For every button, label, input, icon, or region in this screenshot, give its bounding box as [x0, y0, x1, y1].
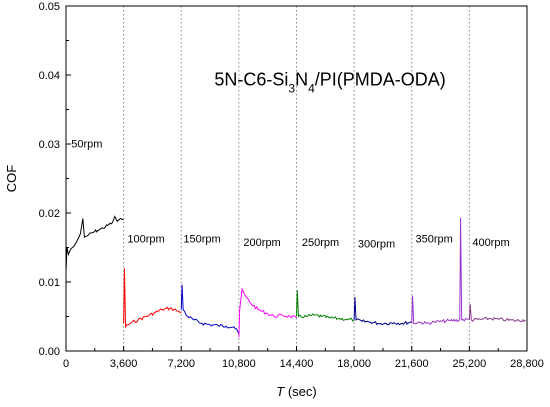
speed-dividers	[123, 6, 470, 351]
speed-label: 150rpm	[183, 234, 220, 246]
chart-title: 5N-C6-Si3N4/PI(PMDA-ODA)	[214, 69, 445, 95]
y-axis-title: COF	[4, 165, 19, 193]
x-tick-label: 18,000	[337, 358, 371, 370]
series-line-4	[296, 290, 355, 322]
speed-labels: 50rpm 100rpm 150rpm 200rpm 250rpm 300rpm 350rp…	[71, 138, 509, 250]
series-line-1	[123, 268, 182, 329]
x-tick-label: 3,600	[110, 358, 138, 370]
x-tick-label: 28,800	[510, 358, 544, 370]
speed-label: 300rpm	[358, 239, 395, 251]
series-line-2	[180, 284, 240, 334]
y-tick-label: 0.05	[39, 1, 60, 13]
x-tick-label: 7,200	[167, 358, 195, 370]
speed-label: 400rpm	[472, 237, 509, 249]
series-line-5	[353, 297, 412, 326]
y-axis-ticks: 0.00 0.01 0.02 0.03 0.04 0.05	[39, 1, 71, 358]
series-layer	[65, 215, 526, 338]
speed-label: 200rpm	[243, 237, 280, 249]
x-tick-label: 25,200	[453, 358, 487, 370]
y-tick-label: 0.00	[39, 346, 60, 358]
speed-label: 250rpm	[302, 237, 339, 249]
speed-label: 50rpm	[71, 138, 102, 150]
series-line-3	[238, 287, 297, 338]
series-line-6	[411, 217, 470, 325]
y-tick-label: 0.03	[39, 139, 60, 151]
x-axis-ticks: 0 3,600 7,200 10,800 14,400 18,000 21,600 25,20…	[63, 346, 544, 370]
speed-label: 350rpm	[416, 234, 453, 246]
x-tick-label: 14,400	[280, 358, 314, 370]
series-line-7	[468, 304, 526, 323]
y-tick-label: 0.04	[39, 70, 60, 82]
series-line-0	[65, 215, 124, 272]
x-tick-label: 21,600	[395, 358, 429, 370]
y-tick-label: 0.02	[39, 208, 60, 220]
speed-label: 100rpm	[127, 234, 164, 246]
y-tick-label: 0.01	[39, 277, 60, 289]
x-tick-label: 0	[63, 358, 69, 370]
x-tick-label: 10,800	[222, 358, 256, 370]
x-axis-title: T (sec)	[276, 384, 316, 399]
